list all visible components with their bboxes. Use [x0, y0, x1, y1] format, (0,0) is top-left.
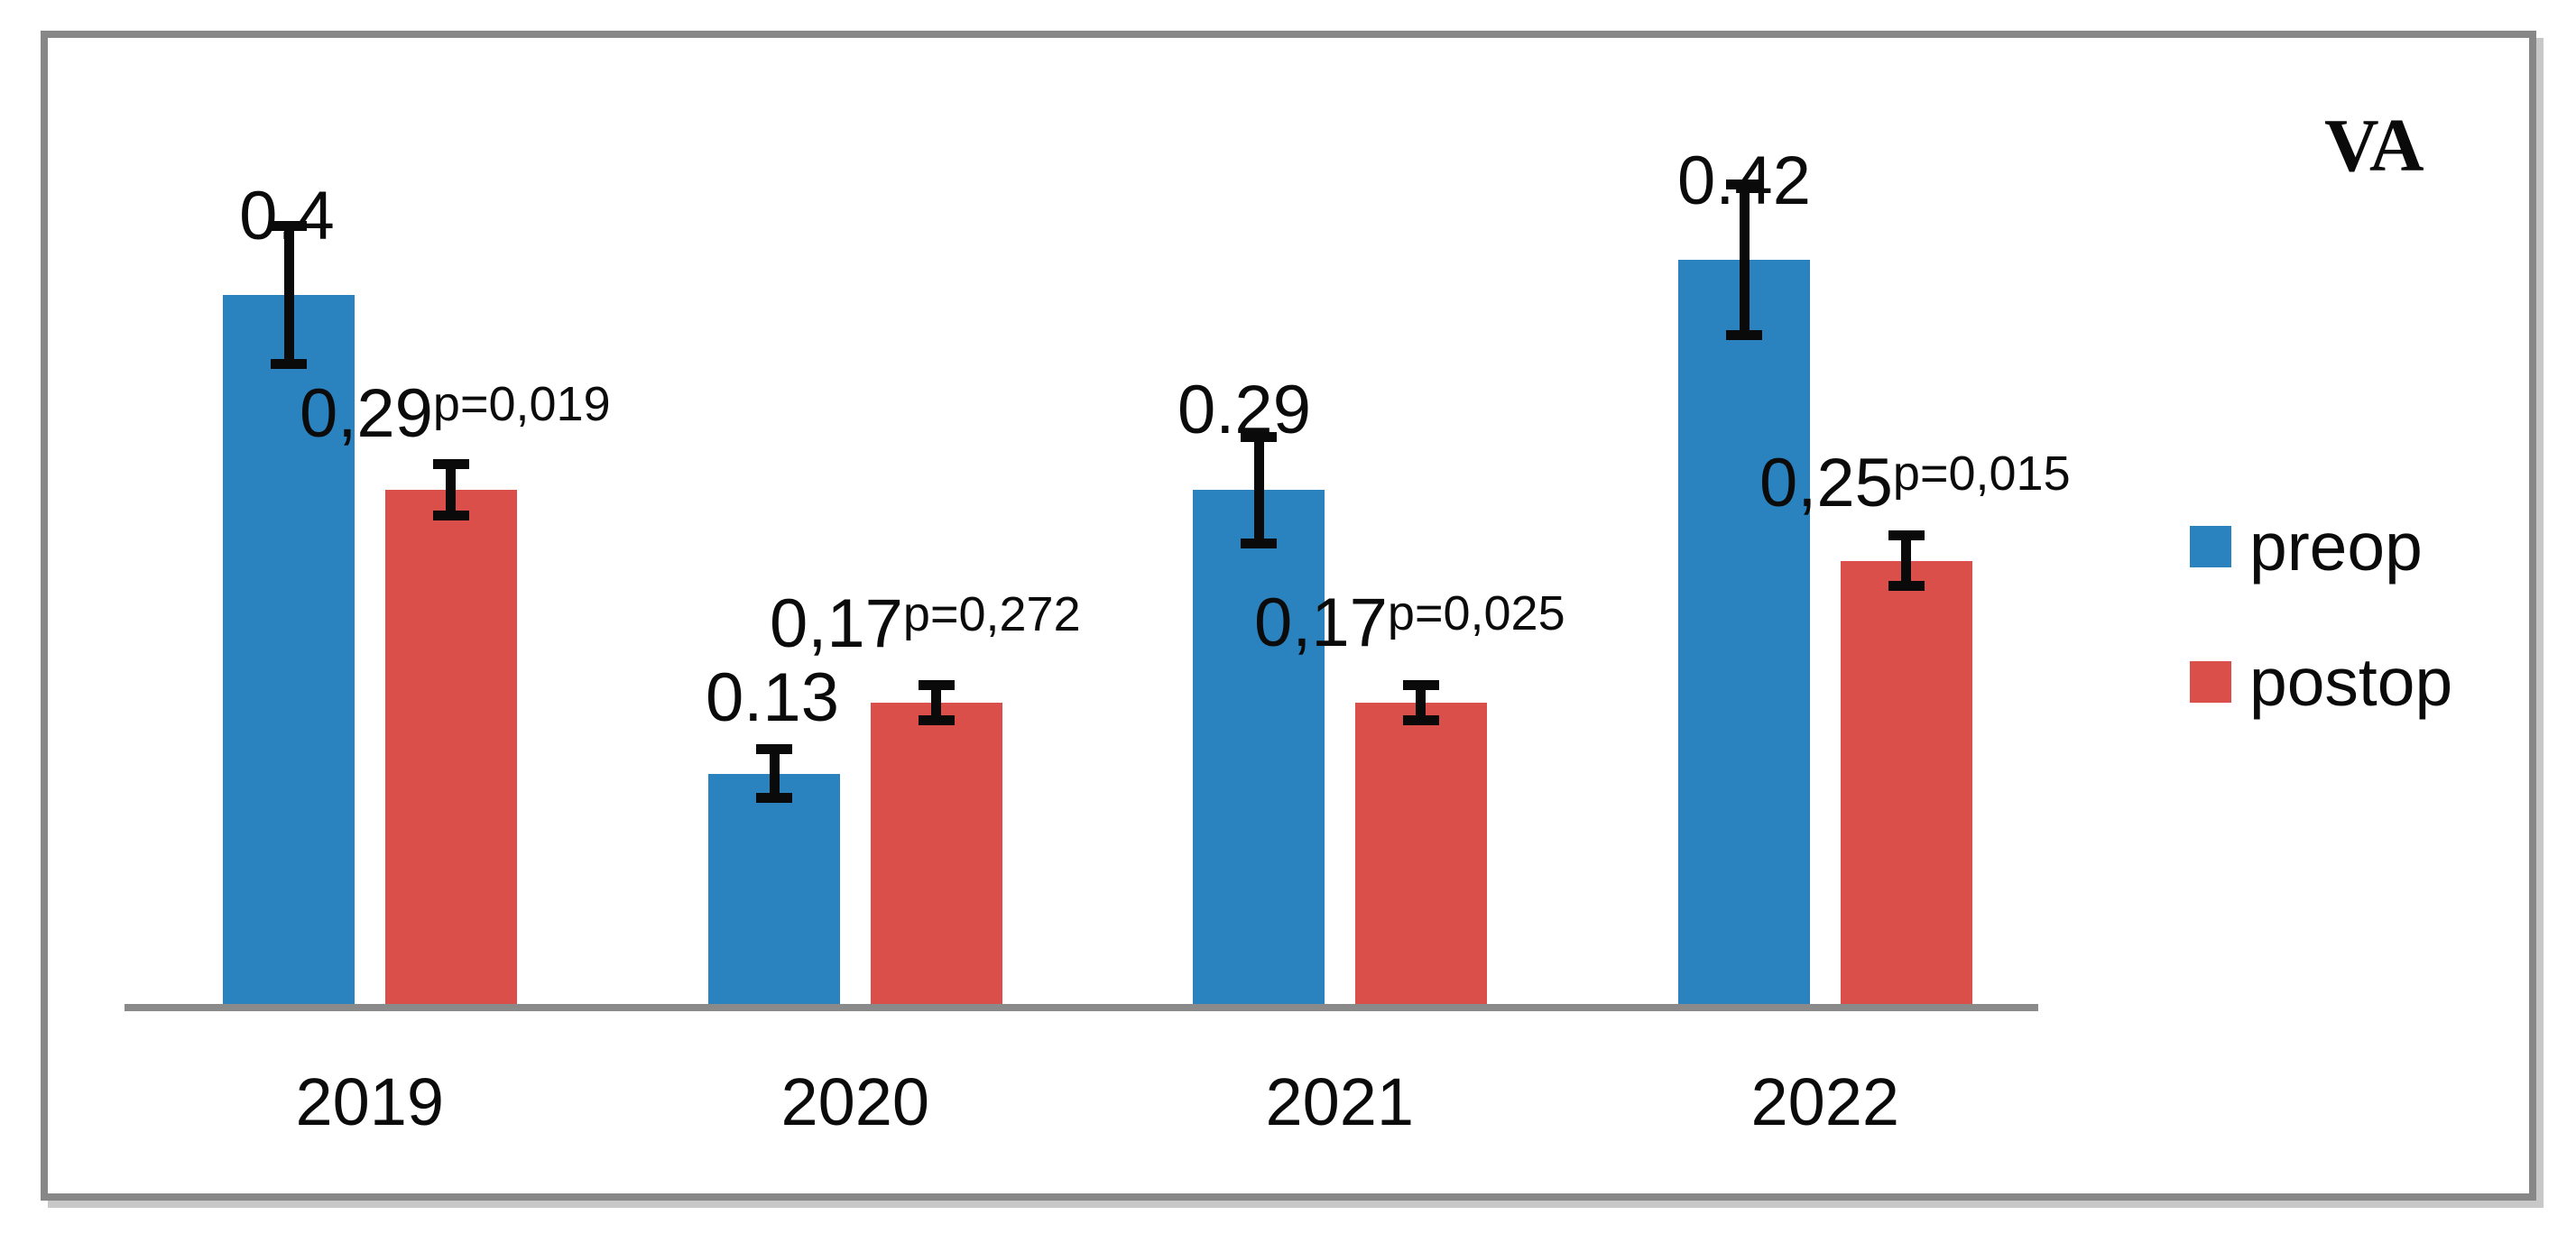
- preop-color-swatch-icon: [2190, 526, 2231, 567]
- legend-item-postop: postop: [2190, 646, 2452, 718]
- bar-postop-2020: [870, 702, 1002, 1004]
- p-value-superscript: p=0,019: [432, 377, 611, 431]
- value-label-preop-2020: 0.13: [706, 659, 839, 736]
- value-label-postop-2020: 0,17p=0,272: [770, 590, 1081, 658]
- bar-preop-2022: [1678, 259, 1810, 1004]
- error-bar-postop-2022-cap-top: [1888, 530, 1925, 541]
- legend-item-preop: preop: [2190, 511, 2423, 583]
- postop-color-swatch-icon: [2190, 661, 2231, 703]
- error-bar-preop-2019-cap-top: [271, 220, 307, 231]
- bar-preop-2021: [1193, 490, 1325, 1004]
- legend-label-postop: postop: [2249, 643, 2453, 720]
- bar-postop-2019: [384, 490, 517, 1004]
- error-bar-preop-2022-cap-top: [1726, 179, 1762, 189]
- error-bar-postop-2019-cap-bottom: [432, 511, 469, 521]
- error-bar-preop-2020-cap-bottom: [756, 792, 792, 803]
- error-bar-postop-2021-cap-top: [1402, 679, 1439, 690]
- error-bar-preop-2020-line: [769, 749, 780, 798]
- bar-preop-2020: [708, 773, 840, 1004]
- error-bar-postop-2019-cap-top: [432, 459, 469, 470]
- bar-preop-2019: [223, 295, 355, 1004]
- bar-postop-2021: [1354, 702, 1487, 1004]
- error-bar-postop-2019-line: [446, 464, 456, 516]
- postop-value-text: 0,29: [300, 375, 433, 452]
- error-bar-postop-2020-line: [931, 685, 941, 720]
- error-bar-preop-2019-cap-bottom: [271, 359, 307, 370]
- value-label-postop-2021: 0,17p=0,025: [1254, 589, 1565, 658]
- error-bar-preop-2019-line: [283, 226, 294, 364]
- error-bar-preop-2022-cap-bottom: [1726, 329, 1762, 340]
- p-value-superscript: p=0,272: [902, 587, 1081, 641]
- value-label-postop-2022: 0,25p=0,015: [1759, 449, 2071, 518]
- error-bar-preop-2021-line: [1253, 437, 1264, 544]
- error-bar-postop-2020-cap-top: [918, 680, 955, 691]
- error-bar-postop-2021-cap-bottom: [1402, 715, 1439, 726]
- error-bar-postop-2021-line: [1416, 685, 1426, 721]
- error-bar-postop-2020-cap-bottom: [918, 714, 955, 725]
- error-bar-postop-2022-cap-bottom: [1888, 581, 1925, 592]
- p-value-superscript: p=0,015: [1892, 447, 2071, 501]
- x-axis-label-2021: 2021: [1265, 1064, 1415, 1139]
- value-label-postop-2019: 0,29p=0,019: [300, 380, 611, 448]
- error-bar-preop-2022-line: [1739, 184, 1750, 336]
- chart-border-frame: [41, 31, 2536, 1201]
- x-axis-label-2020: 2020: [780, 1064, 930, 1139]
- chart-title: VA: [2324, 104, 2424, 188]
- postop-value-text: 0,17: [770, 585, 903, 662]
- error-bar-preop-2021-cap-top: [1241, 431, 1277, 442]
- postop-value-text: 0,17: [1254, 585, 1388, 661]
- x-axis-label-2019: 2019: [295, 1064, 445, 1139]
- x-axis-line: [125, 1004, 2038, 1011]
- x-axis-label-2022: 2022: [1750, 1064, 1900, 1139]
- postop-value-text: 0,25: [1759, 445, 1893, 521]
- error-bar-postop-2022-line: [1901, 535, 1911, 586]
- p-value-superscript: p=0,025: [1387, 586, 1565, 640]
- error-bar-preop-2021-cap-bottom: [1241, 538, 1277, 548]
- bar-postop-2022: [1840, 560, 1972, 1004]
- legend-label-preop: preop: [2249, 508, 2423, 585]
- error-bar-preop-2020-cap-top: [756, 744, 792, 755]
